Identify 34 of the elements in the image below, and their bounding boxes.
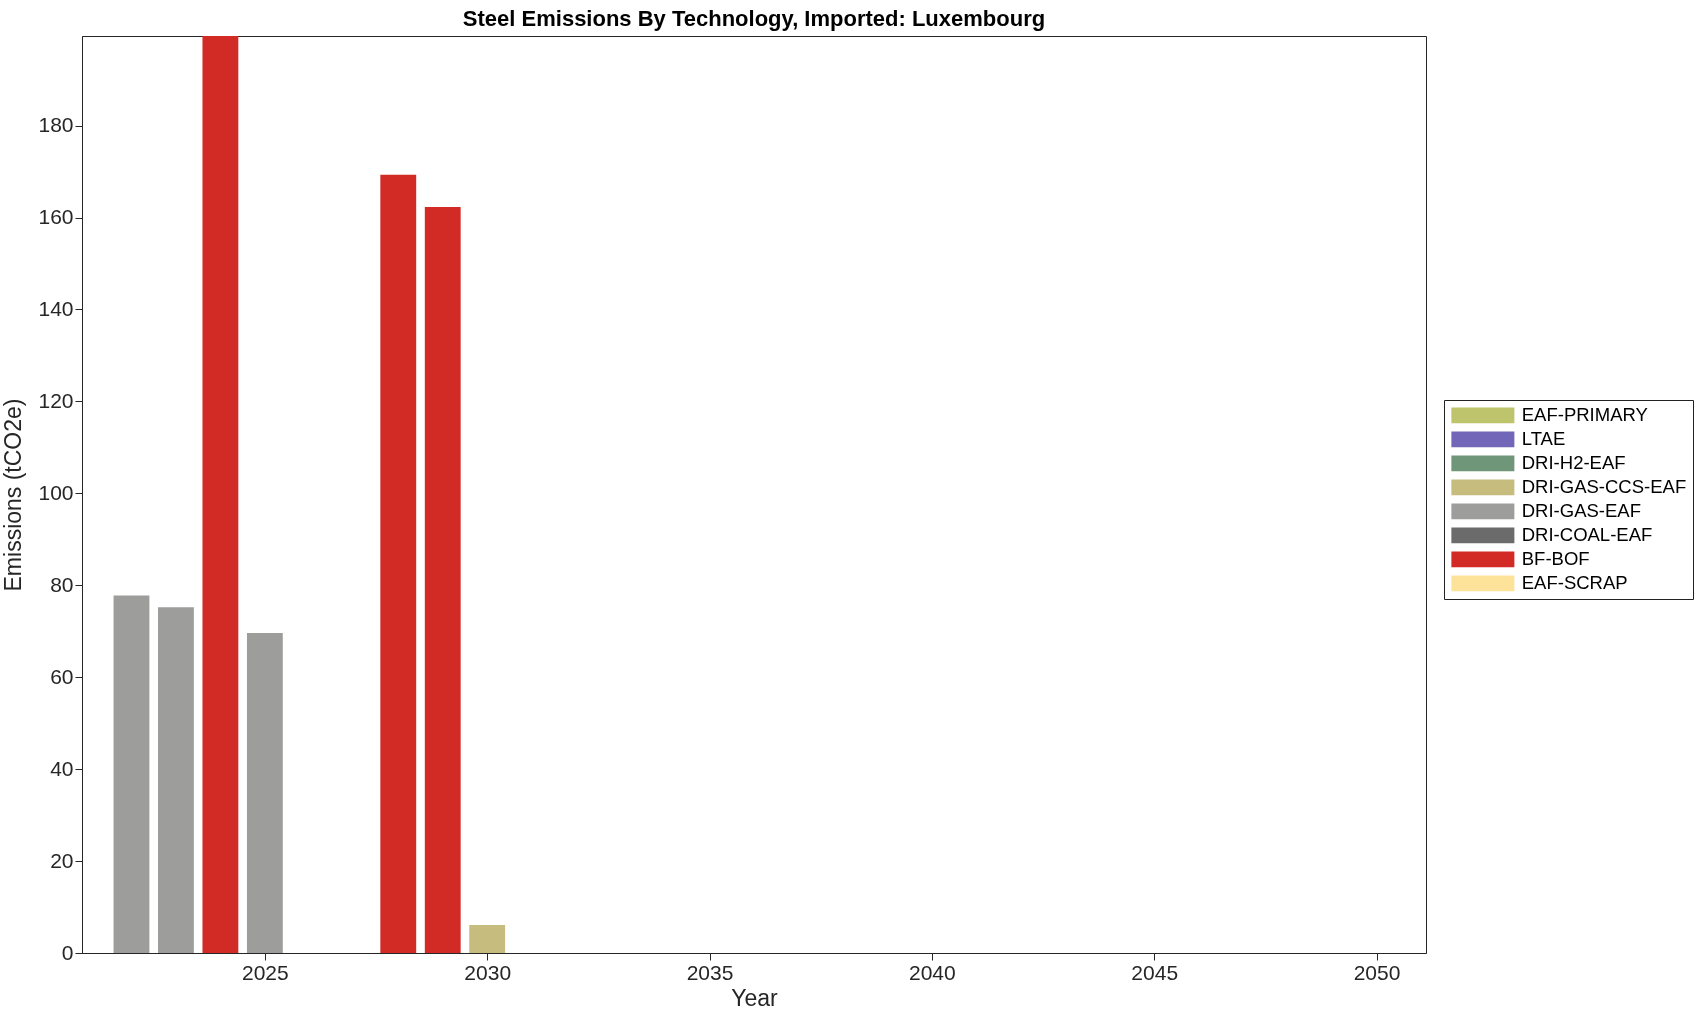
x-tick-label: 2050 — [1353, 960, 1401, 984]
bar — [158, 607, 194, 953]
y-tick-label: 20 — [50, 848, 74, 872]
y-tick-label: 40 — [50, 756, 74, 780]
x-tick-label: 2035 — [686, 960, 734, 984]
chart-title: Steel Emissions By Technology, Imported: Luxembourg — [462, 6, 1046, 31]
y-tick-label: 180 — [38, 113, 74, 137]
legend-label: EAF-SCRAP — [1521, 572, 1628, 594]
bar — [246, 633, 283, 953]
y-tick-label: 0 — [61, 940, 74, 964]
legend-label: LTAE — [1521, 428, 1566, 450]
legend-label: EAF-PRIMARY — [1521, 404, 1648, 426]
legend-label: DRI-H2-EAF — [1521, 452, 1626, 474]
legend-label: DRI-GAS-EAF — [1521, 500, 1641, 522]
y-tick-label: 80 — [50, 572, 74, 596]
y-tick-label: 160 — [38, 205, 74, 229]
x-tick-label: 2025 — [242, 960, 289, 984]
bar — [424, 206, 461, 953]
legend-label: DRI-COAL-EAF — [1521, 524, 1653, 546]
y-tick-label: 120 — [38, 388, 74, 412]
bar — [113, 595, 150, 953]
y-tick-label: 60 — [50, 664, 74, 688]
bar — [380, 174, 417, 953]
x-tick-label: 2040 — [909, 960, 956, 984]
x-tick-label: 2030 — [464, 960, 512, 984]
bar — [469, 924, 506, 953]
x-axis-title: Year — [731, 984, 779, 1011]
x-tick-label: 2045 — [1131, 960, 1179, 984]
y-tick-label: 100 — [38, 480, 74, 504]
y-tick-label: 140 — [38, 296, 74, 320]
bar — [202, 36, 239, 953]
y-axis-title: Emissions (tCO2e) — [0, 398, 27, 592]
legend-label: DRI-GAS-CCS-EAF — [1521, 476, 1687, 498]
legend-label: BF-BOF — [1521, 548, 1590, 570]
